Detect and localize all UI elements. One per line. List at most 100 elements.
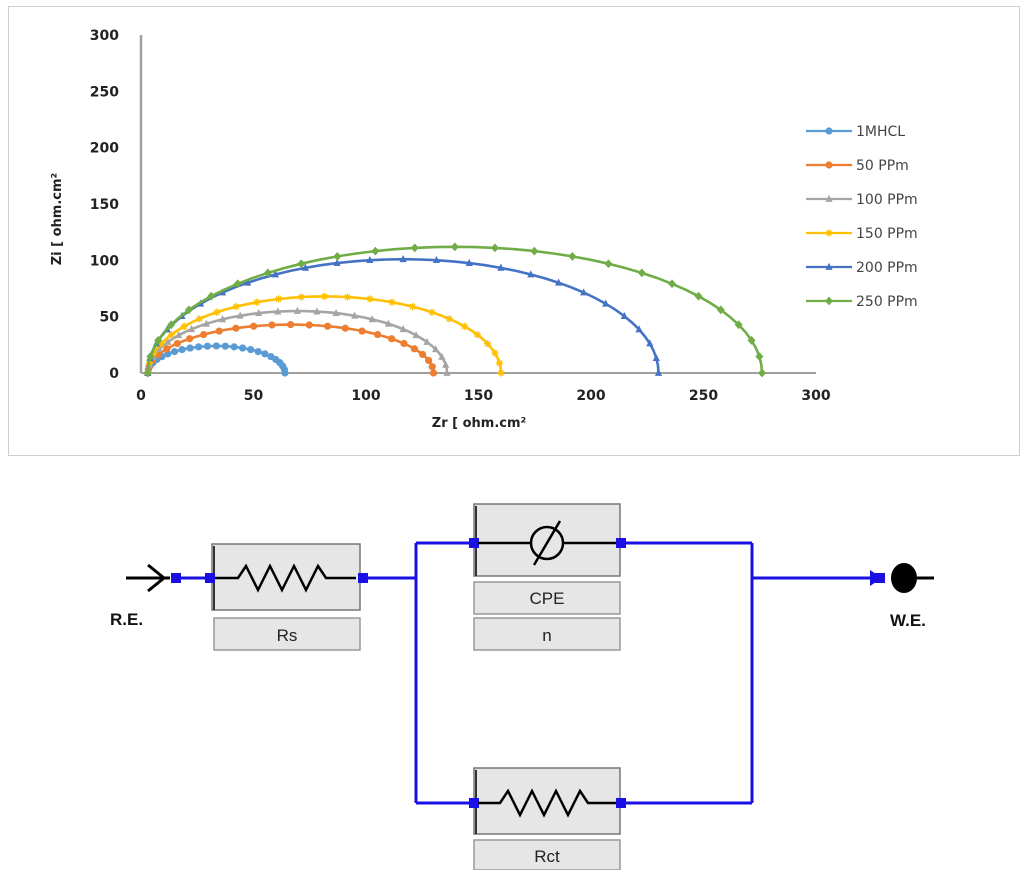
series-2-point <box>287 320 295 329</box>
series-4-point <box>343 293 352 301</box>
resistor-symbol <box>478 788 616 818</box>
series-3-point <box>255 308 263 317</box>
series-5-point <box>465 258 473 266</box>
working-electrode-terminal: W.E. <box>870 563 934 630</box>
series-2-point <box>268 321 276 329</box>
series-6-point <box>233 279 242 289</box>
series-1-point <box>261 350 269 358</box>
series-4-point <box>409 303 417 311</box>
series-2-point <box>419 350 427 359</box>
series-2-point <box>200 330 208 339</box>
series-5-point <box>527 270 535 278</box>
series-4-point <box>483 340 492 348</box>
chart-legend: 1MHCL 50 PPm 100 PPm 150 PPm 200 PPm 250 PPm <box>806 124 918 310</box>
series-1-point <box>281 369 289 377</box>
series-6-point <box>146 352 155 361</box>
x-tick-label: 300 <box>801 388 830 404</box>
working-electrode-label: W.E. <box>890 611 926 630</box>
series-3-point <box>187 324 196 333</box>
x-tick-label: 0 <box>136 388 146 404</box>
series-3-point <box>332 308 340 317</box>
series-6-point <box>530 246 539 256</box>
series-3-point <box>412 331 420 339</box>
series-2-point <box>324 322 332 330</box>
series-2-point <box>341 324 349 332</box>
series-4-point <box>297 293 305 301</box>
series-2-point <box>232 324 240 332</box>
series-4-point <box>388 298 396 306</box>
rs-label: Rs <box>277 626 298 645</box>
rct-label: Rct <box>534 847 560 866</box>
series-5-point <box>620 311 628 319</box>
series-6-point <box>747 335 756 345</box>
series-4-point <box>445 315 453 323</box>
series-2-point <box>250 322 258 330</box>
rct-component[interactable]: Rct <box>469 767 626 870</box>
series-3-point <box>313 307 321 315</box>
cpe-component[interactable]: CPE n <box>469 503 626 651</box>
series-3-point <box>164 337 172 345</box>
series-2-point <box>374 330 382 339</box>
series-6-point <box>758 368 766 378</box>
series-4-point <box>275 295 283 303</box>
cpe-symbol <box>529 525 565 561</box>
series-3-point <box>351 311 359 319</box>
series-2-point <box>215 327 223 335</box>
y-axis-title: Zi [ ohm.cm² <box>50 173 65 266</box>
rs-component[interactable]: Rs <box>205 543 368 651</box>
series-1-point <box>186 344 194 352</box>
series-3-point <box>236 311 244 319</box>
series-1-point <box>247 345 255 354</box>
equivalent-circuit: R.E. Rs CPE n Rct <box>110 503 934 870</box>
legend-marker <box>825 194 833 202</box>
series-6-point <box>333 252 342 261</box>
series-5-point <box>432 255 441 264</box>
series-4-point <box>195 315 204 323</box>
series-3-point <box>218 315 227 323</box>
series-5-point <box>652 353 660 362</box>
legend-marker <box>825 161 833 169</box>
series-2-point <box>425 356 433 365</box>
y-tick-label: 150 <box>90 197 119 213</box>
x-tick-label: 250 <box>689 388 718 404</box>
series-6-point <box>490 243 499 253</box>
series-6-point <box>263 268 272 278</box>
series-4-point <box>232 303 240 311</box>
x-tick-label: 150 <box>464 388 493 404</box>
series-5-point <box>301 263 309 271</box>
x-tick-label: 200 <box>576 388 605 404</box>
series-3-point <box>443 368 451 376</box>
series-1-point <box>195 343 203 351</box>
series-3-point <box>202 319 210 327</box>
series-1-point <box>221 342 229 350</box>
x-tick-label: 50 <box>244 388 264 404</box>
cpe-label: CPE <box>530 589 565 608</box>
series-2-point <box>410 345 418 353</box>
series-5-point <box>654 368 663 376</box>
series-3-point <box>399 324 407 333</box>
series-3-point <box>438 352 446 360</box>
series-4-point <box>491 349 499 357</box>
legend-marker <box>825 262 833 270</box>
y-tick-label: 250 <box>90 84 119 100</box>
series-4-point <box>180 322 188 330</box>
series-1-point <box>239 344 247 352</box>
series-5-point <box>366 255 374 264</box>
series-4-point <box>473 331 481 339</box>
series-3-point <box>384 319 393 327</box>
legend-label: 100 PPm <box>856 192 918 208</box>
y-tick-label: 100 <box>90 253 119 269</box>
series-6-point <box>716 305 725 315</box>
series-6-point <box>694 291 703 301</box>
series-6-point <box>450 242 459 252</box>
series-6-point <box>637 268 646 278</box>
y-tick-label: 0 <box>109 366 119 382</box>
series-1-point <box>254 347 262 356</box>
series-5-point <box>646 339 654 347</box>
y-tick-label: 50 <box>100 310 120 326</box>
series-3-point <box>274 307 282 315</box>
y-tick-label: 300 <box>90 28 119 44</box>
x-tick-label: 100 <box>351 388 380 404</box>
reference-electrode-label: R.E. <box>110 610 143 629</box>
series-3-point <box>442 360 450 368</box>
